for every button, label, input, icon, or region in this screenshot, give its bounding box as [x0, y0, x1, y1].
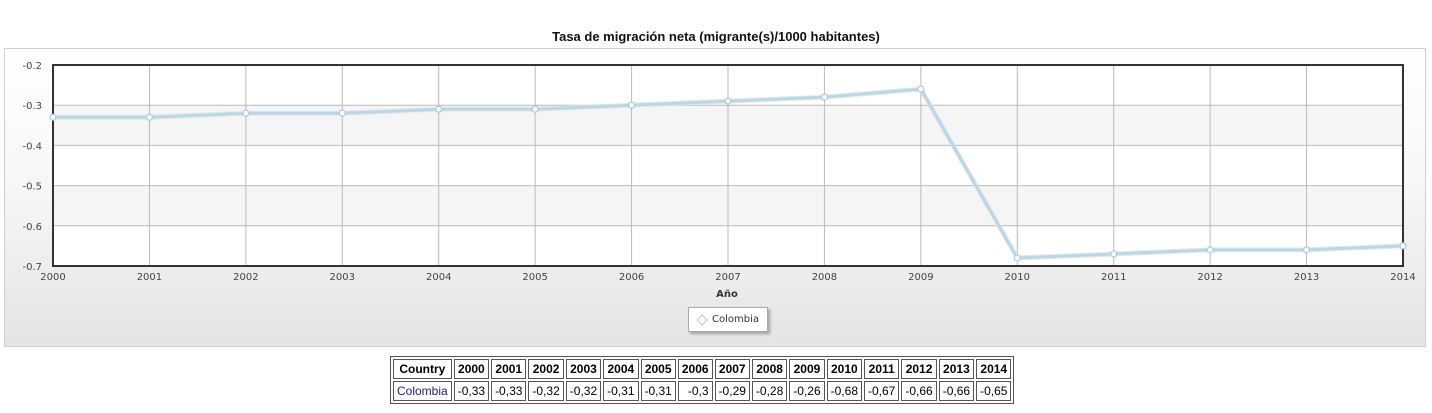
- table-cell-value: -0,33: [453, 381, 490, 401]
- data-point[interactable]: [724, 97, 732, 105]
- legend[interactable]: Colombia: [688, 307, 768, 332]
- data-point[interactable]: [49, 113, 57, 121]
- table-cell-value: -0,33: [491, 381, 527, 401]
- x-axis-ticks: 2000 2001 2002 2003 2004 2005 2006 2007 2008 2009…: [40, 272, 1415, 283]
- table-cell-value: -0,31: [603, 381, 639, 401]
- table-header-year: 2006: [677, 359, 713, 379]
- table-header-year: 2012: [901, 359, 937, 379]
- x-tick-label: 2003: [330, 272, 355, 283]
- x-tick-label: 2006: [619, 272, 644, 283]
- table-header-year: 2007: [714, 359, 750, 379]
- data-point[interactable]: [338, 109, 346, 117]
- table-header-year: 2000: [453, 359, 490, 379]
- data-point[interactable]: [1206, 246, 1214, 254]
- table-cell-value: -0,66: [938, 381, 975, 401]
- y-axis-ticks: -0.2 -0.3 -0.4 -0.5 -0.6 -0.7: [22, 61, 42, 273]
- data-point[interactable]: [1110, 250, 1118, 258]
- x-tick-label: 2000: [40, 272, 65, 283]
- x-tick-label: 2002: [233, 272, 258, 283]
- data-point[interactable]: [242, 109, 250, 117]
- table-header-row: Country 2000 2001 2002 2003 2004 2005 2006 2007…: [393, 359, 1012, 379]
- table-header-year: 2013: [938, 359, 975, 379]
- x-tick-label: 2001: [137, 272, 162, 283]
- table-cell-value: -0,28: [751, 381, 788, 401]
- x-tick-label: 2009: [908, 272, 933, 283]
- y-tick-label: -0.5: [22, 182, 42, 193]
- table-cell-value: -0,67: [864, 381, 900, 401]
- table-row: Colombia -0,33 -0,33 -0,32 -0,32 -0,31 -0,31 -0…: [393, 381, 1012, 401]
- table-cell-value: -0,3: [677, 381, 713, 401]
- data-table: Country 2000 2001 2002 2003 2004 2005 2006 2007…: [390, 356, 1015, 404]
- x-tick-label: 2005: [522, 272, 547, 283]
- data-point[interactable]: [1302, 246, 1311, 254]
- grid: [52, 64, 1404, 267]
- data-point[interactable]: [145, 113, 154, 121]
- plot-border: [52, 64, 1404, 267]
- y-tick-label: -0.7: [22, 262, 42, 273]
- data-point[interactable]: [627, 101, 636, 109]
- table-header-year: 2009: [789, 359, 825, 379]
- x-tick-label: 2007: [715, 272, 740, 283]
- chart-title: Tasa de migración neta (migrante(s)/1000…: [552, 29, 880, 44]
- data-point[interactable]: [531, 105, 539, 113]
- data-point[interactable]: [1013, 254, 1021, 262]
- table-header-year: 2010: [826, 359, 862, 379]
- x-tick-label: 2013: [1294, 272, 1319, 283]
- series-layer: [49, 85, 1407, 262]
- x-tick-label: 2010: [1005, 272, 1030, 283]
- table-header-year: 2004: [603, 359, 639, 379]
- y-tick-label: -0.3: [22, 101, 42, 112]
- data-point[interactable]: [1399, 242, 1407, 250]
- x-tick-label: 2014: [1390, 272, 1415, 283]
- y-tick-label: -0.4: [22, 141, 42, 152]
- data-point[interactable]: [435, 105, 443, 113]
- table-header-year: 2014: [976, 359, 1012, 379]
- data-point[interactable]: [820, 93, 829, 101]
- x-tick-label: 2004: [426, 272, 451, 283]
- table-header-year: 2011: [864, 359, 900, 379]
- table-header-year: 2003: [565, 359, 602, 379]
- table-cell-value: -0,32: [565, 381, 602, 401]
- table-cell-value: -0,26: [789, 381, 825, 401]
- table-header-country: Country: [393, 359, 452, 379]
- x-tick-label: 2008: [812, 272, 837, 283]
- y-tick-label: -0.6: [22, 222, 42, 233]
- table-cell-country[interactable]: Colombia: [393, 381, 452, 401]
- table-cell-value: -0,65: [976, 381, 1012, 401]
- table-header-year: 2001: [491, 359, 527, 379]
- x-tick-label: 2011: [1101, 272, 1126, 283]
- x-tick-label: 2012: [1197, 272, 1222, 283]
- table-header-year: 2002: [528, 359, 564, 379]
- legend-marker-colombia: [696, 313, 708, 326]
- data-point[interactable]: [917, 85, 925, 93]
- table-header-year: 2005: [640, 359, 676, 379]
- table-cell-value: -0,68: [826, 381, 862, 401]
- x-axis-label: Año: [716, 289, 738, 300]
- table-cell-value: -0,66: [901, 381, 937, 401]
- table-header-year: 2008: [751, 359, 788, 379]
- y-tick-label: -0.2: [22, 61, 42, 72]
- table-cell-value: -0,31: [640, 381, 676, 401]
- legend-label-colombia: Colombia: [712, 314, 759, 325]
- table-cell-value: -0,29: [714, 381, 750, 401]
- table-cell-value: -0,32: [528, 381, 564, 401]
